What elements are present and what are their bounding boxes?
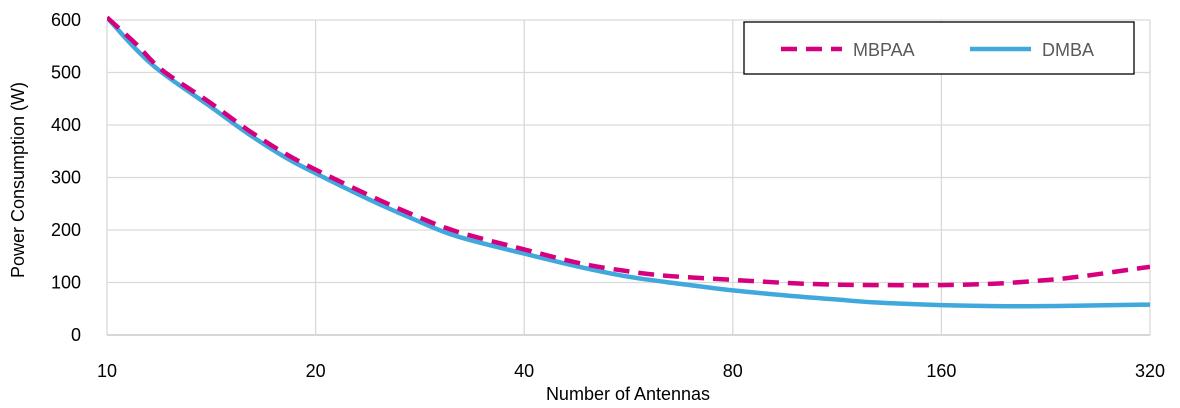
legend-label-mbpaa: MBPAA bbox=[853, 40, 915, 60]
y-axis-title: Power Consumption (W) bbox=[8, 82, 28, 278]
y-tick-label: 100 bbox=[51, 273, 81, 293]
x-tick-label: 80 bbox=[723, 361, 743, 381]
legend-label-dmba: DMBA bbox=[1042, 40, 1094, 60]
y-tick-label: 500 bbox=[51, 63, 81, 83]
x-tick-label: 160 bbox=[926, 361, 956, 381]
series-lines bbox=[107, 16, 1150, 309]
x-tick-label: 20 bbox=[306, 361, 326, 381]
y-tick-labels: 0 100 200 300 400 500 600 bbox=[51, 10, 81, 345]
y-tick-label: 400 bbox=[51, 115, 81, 135]
x-axis-title: Number of Antennas bbox=[546, 384, 710, 404]
x-tick-labels: 10 20 40 80 160 320 bbox=[97, 361, 1165, 381]
y-tick-label: 600 bbox=[51, 10, 81, 30]
x-tick-label: 10 bbox=[97, 361, 117, 381]
y-tick-label: 200 bbox=[51, 220, 81, 240]
x-tick-label: 320 bbox=[1135, 361, 1165, 381]
series-line-dmba bbox=[107, 16, 1150, 309]
y-tick-label: 300 bbox=[51, 168, 81, 188]
x-tick-label: 40 bbox=[514, 361, 534, 381]
legend: MBPAA DMBA bbox=[743, 21, 1135, 75]
series-line-mbpaa bbox=[107, 16, 1150, 288]
y-tick-label: 0 bbox=[71, 325, 81, 345]
